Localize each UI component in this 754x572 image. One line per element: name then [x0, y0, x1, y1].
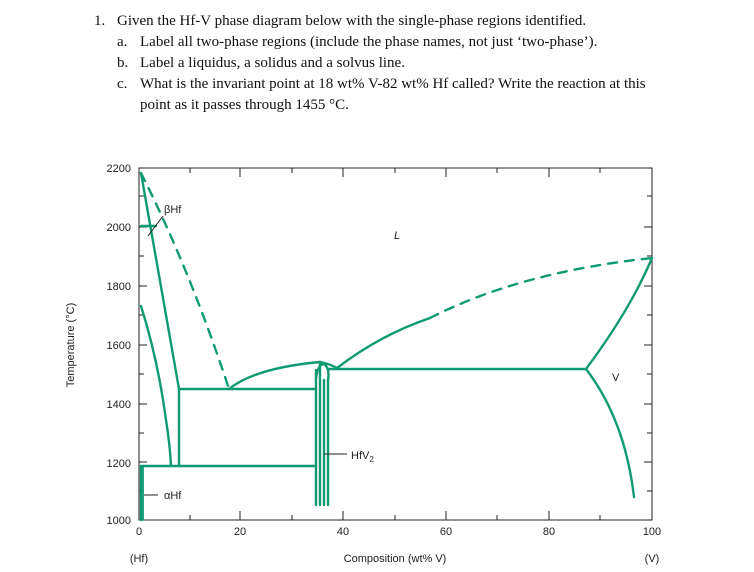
phase-boundaries	[139, 171, 654, 522]
x-tick-label: 20	[234, 526, 246, 538]
hfv2-cap	[314, 362, 330, 507]
y-tick-label: 2000	[107, 222, 131, 234]
x-tick-label: 80	[543, 526, 555, 538]
y-tick-label: 1000	[107, 515, 131, 527]
phase-label-beta-hf: βHf	[164, 204, 182, 216]
v-solvus	[584, 367, 636, 499]
liquidus-right-solid	[335, 316, 432, 370]
y-tick-label: 1800	[107, 281, 131, 293]
x-axis-label: Composition (wt% V)	[344, 553, 447, 565]
part-c-letter: c.	[117, 76, 128, 92]
y-axis-label: Temperature (°C)	[65, 303, 77, 387]
y-tick-label: 1400	[107, 399, 131, 411]
hfv2-main: HfV	[351, 450, 370, 462]
question-number: 1.	[94, 13, 106, 29]
part-b-letter: b.	[117, 55, 129, 71]
label-pointers	[144, 215, 347, 496]
liquidus-right-dashed	[428, 256, 654, 320]
phase-label-alpha-hf: αHf	[164, 490, 182, 502]
question-stem: Given the Hf-V phase diagram below with …	[117, 13, 587, 29]
x-tick-label: 0	[136, 526, 142, 538]
part-a-letter: a.	[117, 34, 128, 50]
x-end-label-v: (V)	[645, 553, 660, 565]
y-tick-label: 1600	[107, 340, 131, 352]
part-a-text: Label all two-phase regions (include the…	[140, 34, 598, 50]
part-c-text-continued: point as it passes through 1455 °C.	[140, 97, 349, 113]
x-tick-label: 40	[337, 526, 349, 538]
beta-hf-solvus	[139, 304, 173, 468]
y-tick-marks	[139, 167, 652, 492]
x-tick-label: 100	[643, 526, 661, 538]
y-tick-label: 1200	[107, 458, 131, 470]
beta-hf-pointer	[147, 215, 164, 237]
y-tick-label: 2200	[107, 163, 131, 175]
beta-hf-solidus	[139, 171, 181, 391]
phase-label-liquid: L	[394, 230, 400, 242]
hfv2-liquidus-right	[318, 360, 339, 370]
hfv2-subscript: 2	[369, 455, 374, 464]
x-tick-marks	[189, 168, 601, 520]
x-end-label-hf: (Hf)	[130, 553, 148, 565]
part-c-text: What is the invariant point at 18 wt% V-…	[140, 76, 646, 92]
phase-label-hfv2: HfV2	[351, 450, 374, 464]
part-b-text: Label a liquidus, a solidus and a solvus…	[140, 55, 405, 71]
plot-frame	[138, 167, 653, 521]
phase-label-v: V	[612, 372, 620, 384]
x-tick-label: 60	[440, 526, 452, 538]
v-solidus	[584, 256, 654, 371]
hfv2-liquidus-left	[227, 360, 322, 391]
